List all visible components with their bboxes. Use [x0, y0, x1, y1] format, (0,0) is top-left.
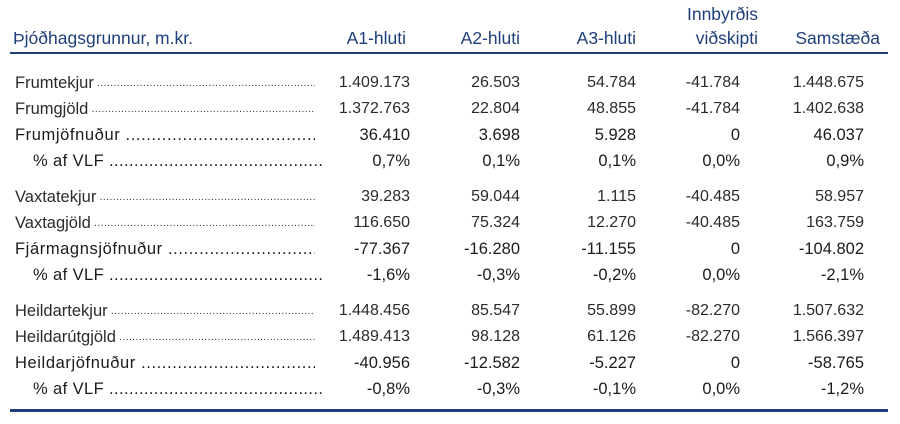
cell-innbyrdis: -82.270	[685, 328, 740, 345]
cell-a2: 75.324	[471, 214, 520, 231]
cell-a3: 55.899	[587, 302, 636, 319]
cell-a2: 0,1%	[482, 152, 520, 170]
row-label: % af VLF	[33, 264, 323, 286]
cell-a2: -16.280	[464, 240, 520, 258]
table-row: % af VLF -0,8% -0,3% -0,1% 0,0% -1,2%	[0, 378, 900, 400]
cell-a1: 116.650	[353, 214, 410, 231]
cell-a3: 1.115	[597, 188, 636, 205]
cell-samstaeda: -2,1%	[820, 266, 864, 284]
cell-samstaeda: 163.759	[806, 214, 864, 231]
table-row: Heildarútgjöld 1.489.413 98.128 61.126 -…	[0, 326, 900, 348]
cell-a3: 12.270	[587, 214, 636, 231]
header-a2: A2-hluti	[460, 28, 520, 48]
cell-a3: 54.784	[587, 74, 636, 91]
cell-a3: 0,1%	[598, 152, 636, 170]
table-row: Frumtekjur 1.409.173 26.503 54.784 -41.7…	[0, 72, 900, 94]
cell-innbyrdis: -41.784	[685, 74, 740, 91]
cell-a2: 98.128	[471, 328, 520, 345]
cell-a1: 36.410	[359, 126, 410, 144]
cell-innbyrdis: 0	[730, 354, 740, 372]
cell-a1: -1,6%	[366, 266, 410, 284]
cell-a2: -12.582	[464, 354, 520, 372]
cell-a3: -0,2%	[592, 266, 636, 284]
table-row: Heildartekjur 1.448.456 85.547 55.899 -8…	[0, 300, 900, 322]
header-samstaeda: Samstæða	[795, 28, 880, 48]
table-row: Vaxtatekjur 39.283 59.044 1.115 -40.485 …	[0, 186, 900, 208]
cell-a1: 0,7%	[372, 152, 410, 170]
cell-a1: 1.489.413	[338, 328, 410, 345]
row-label: Frumtekjur	[15, 72, 315, 95]
cell-a2: -0,3%	[476, 380, 520, 398]
cell-innbyrdis: -82.270	[685, 302, 740, 319]
header-label: Þjóðhagsgrunnur, m.kr.	[13, 28, 193, 48]
row-label: Vaxtatekjur	[15, 186, 315, 209]
cell-innbyrdis: 0,0%	[702, 380, 740, 398]
table-row: Frumgjöld 1.372.763 22.804 48.855 -41.78…	[0, 98, 900, 120]
cell-a1: 1.372.763	[338, 100, 410, 117]
row-label: Vaxtagjöld	[15, 212, 315, 235]
cell-samstaeda: 58.957	[815, 188, 864, 205]
cell-samstaeda: -58.765	[808, 354, 864, 372]
cell-innbyrdis: -41.784	[685, 100, 740, 117]
cell-a2: 3.698	[478, 126, 520, 144]
cell-a3: 5.928	[594, 126, 636, 144]
cell-a1: 39.283	[361, 188, 410, 205]
cell-a1: 1.409.173	[338, 74, 410, 91]
cell-samstaeda: 46.037	[813, 126, 864, 144]
table-row: % af VLF -1,6% -0,3% -0,2% 0,0% -2,1%	[0, 264, 900, 286]
row-label: Heildartekjur	[15, 300, 315, 323]
table-row: Frumjöfnuður 36.410 3.698 5.928 0 46.037	[0, 124, 900, 146]
cell-samstaeda: 1.402.638	[792, 100, 864, 117]
cell-innbyrdis: 0	[730, 126, 740, 144]
cell-a1: -40.956	[354, 354, 410, 372]
cell-samstaeda: 0,9%	[826, 152, 864, 170]
cell-innbyrdis: 0,0%	[702, 266, 740, 284]
cell-innbyrdis: 0,0%	[702, 152, 740, 170]
cell-samstaeda: 1.448.675	[792, 74, 864, 91]
cell-innbyrdis: 0	[730, 240, 740, 258]
cell-innbyrdis: -40.485	[685, 188, 740, 205]
cell-a2: 59.044	[471, 188, 520, 205]
row-label: % af VLF	[33, 150, 323, 172]
cell-innbyrdis: -40.485	[685, 214, 740, 231]
cell-a2: 26.503	[471, 74, 520, 91]
header-innbyrdis: Innbyrðis	[686, 4, 758, 24]
header-a1: A1-hluti	[346, 28, 406, 48]
header-a3: A3-hluti	[576, 28, 636, 48]
cell-a1: -77.367	[354, 240, 410, 258]
table-row: Fjármagnsjöfnuður -77.367 -16.280 -11.15…	[0, 238, 900, 260]
row-label: Frumgjöld	[15, 98, 315, 121]
header-vidskipti: viðskipti	[695, 28, 758, 48]
header-rule	[10, 52, 888, 54]
row-label: Fjármagnsjöfnuður	[15, 238, 315, 260]
row-label: Heildarútgjöld	[15, 326, 315, 349]
cell-a2: 22.804	[471, 100, 520, 117]
cell-a3: 48.855	[587, 100, 636, 117]
table-row: Heildarjöfnuður -40.956 -12.582 -5.227 0…	[0, 352, 900, 374]
footer-rule	[10, 409, 888, 412]
cell-samstaeda: 1.566.397	[792, 328, 864, 345]
cell-a3: -0,1%	[592, 380, 636, 398]
table-row: % af VLF 0,7% 0,1% 0,1% 0,0% 0,9%	[0, 150, 900, 172]
cell-samstaeda: -1,2%	[820, 380, 864, 398]
cell-a3: -5.227	[589, 354, 636, 372]
cell-a1: -0,8%	[366, 380, 410, 398]
row-label: % af VLF	[33, 378, 323, 400]
row-label: Heildarjöfnuður	[15, 352, 315, 374]
cell-a2: -0,3%	[476, 266, 520, 284]
cell-a1: 1.448.456	[338, 302, 410, 319]
cell-a3: -11.155	[581, 240, 636, 258]
cell-samstaeda: -104.802	[798, 240, 864, 258]
cell-samstaeda: 1.507.632	[792, 302, 864, 319]
cell-a3: 61.126	[587, 328, 636, 345]
cell-a2: 85.547	[471, 302, 520, 319]
table-row: Vaxtagjöld 116.650 75.324 12.270 -40.485…	[0, 212, 900, 234]
row-label: Frumjöfnuður	[15, 124, 315, 146]
